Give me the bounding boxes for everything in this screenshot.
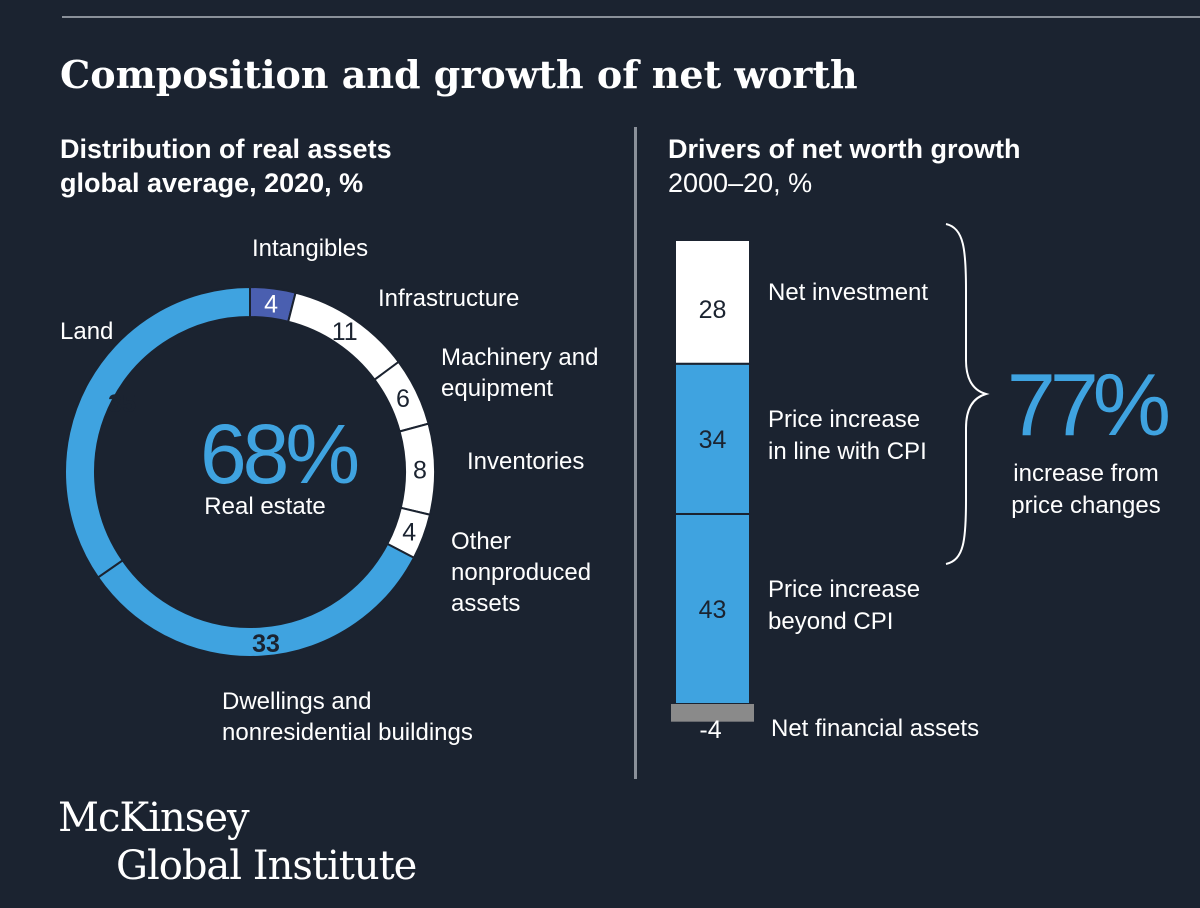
bar-segment-4 [671, 704, 754, 722]
right-subtitle: Drivers of net worth growth 2000–20, % [668, 132, 1021, 200]
bar-value-2: 34 [699, 426, 727, 454]
bar-value-3: 28 [699, 296, 727, 324]
donut-value-5: 4 [402, 519, 416, 547]
bar-segment-1 [674, 512, 751, 705]
mckinsey-logo: McKinsey Global Institute [58, 794, 417, 890]
donut-label-6-line1: Dwellings and [222, 688, 371, 715]
donut-value-2: 11 [332, 318, 358, 346]
top-rule [62, 16, 1200, 18]
donut-value-6: 33 [252, 630, 280, 658]
donut-center-label: Real estate [204, 493, 325, 520]
donut-slice-7 [64, 285, 251, 579]
logo-line2: Global Institute [116, 843, 417, 889]
donut-chart: 4 Intangibles 11 Infrastructure 6 Machinery a… [60, 235, 598, 746]
donut-center-value: 68% [200, 407, 357, 501]
donut-label-3-line1: Machinery and [441, 344, 598, 371]
stacked-bar-chart: 43 Price increase beyond CPI 34 Price increa… [671, 223, 1175, 744]
donut-value-7: 35 [108, 390, 136, 418]
donut-label-7: Land [60, 318, 113, 345]
right-subtitle-line1: Drivers of net worth growth [668, 134, 1021, 164]
logo-line1: McKinsey [58, 795, 250, 841]
bar-label-3: Net investment [768, 279, 928, 306]
left-subtitle: Distribution of real assets global avera… [60, 132, 392, 200]
left-subtitle-line1: Distribution of real assets [60, 134, 392, 164]
donut-label-1: Intangibles [252, 235, 368, 262]
right-subtitle-line2: 2000–20, % [668, 168, 813, 198]
left-subtitle-line2: global average, 2020, % [60, 168, 364, 198]
bar-label-2-line2: in line with CPI [768, 438, 927, 465]
donut-label-3-line2: equipment [441, 375, 553, 402]
bar-value-1: 43 [699, 596, 727, 624]
donut-label-6-line2: nonresidential buildings [222, 719, 473, 746]
bracket-value: 77% [1007, 355, 1169, 454]
donut-label-2: Infrastructure [378, 285, 519, 312]
panel-divider [634, 127, 637, 779]
bar-label-1-line2: beyond CPI [768, 608, 893, 635]
bar-label-2-line1: Price increase [768, 406, 920, 433]
donut-value-3: 6 [396, 385, 410, 413]
donut-label-5-line1: Other [451, 528, 511, 555]
donut-value-1: 4 [264, 290, 278, 318]
donut-label-4: Inventories [467, 448, 584, 475]
bar-value-4: -4 [699, 716, 721, 744]
donut-label-5-line3: assets [451, 590, 520, 617]
bar-label-4: Net financial assets [771, 715, 979, 742]
donut-value-4: 8 [413, 456, 427, 484]
bracket-label-line1: increase from [1013, 460, 1158, 487]
bracket [945, 223, 990, 565]
page-title: Composition and growth of net worth [60, 52, 858, 97]
bar-label-1-line1: Price increase [768, 576, 920, 603]
donut-label-5-line2: nonproduced [451, 559, 591, 586]
bar-segment-3 [674, 239, 751, 365]
bracket-label-line2: price changes [1011, 492, 1160, 519]
